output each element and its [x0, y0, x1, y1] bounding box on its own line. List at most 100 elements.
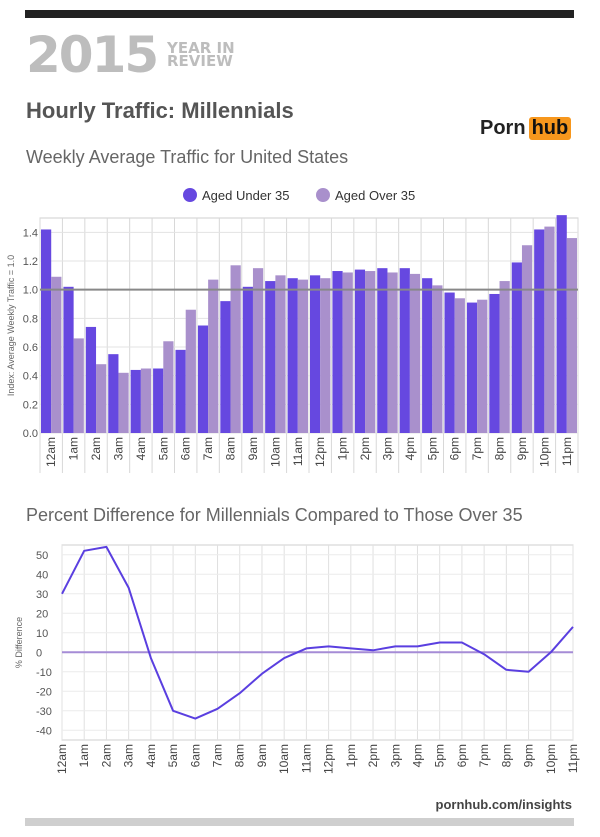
- x-tick-label: 5pm: [433, 744, 447, 767]
- bar-over-35: [320, 278, 331, 433]
- bar-over-35: [432, 285, 443, 433]
- bar-under-35: [130, 369, 141, 433]
- x-tick-label: 8am: [224, 437, 238, 460]
- bar-under-35: [220, 301, 231, 433]
- x-tick-label: 1am: [77, 744, 91, 767]
- bar-under-35: [153, 368, 164, 433]
- legend-label: Aged Over 35: [335, 188, 415, 203]
- bar-under-35: [63, 286, 74, 433]
- x-tick-label: 4pm: [403, 437, 417, 460]
- bar-under-35: [85, 326, 97, 433]
- series-line-percent-difference: [61, 545, 574, 720]
- bar-over-35: [140, 368, 152, 433]
- x-tick-label: 7pm: [477, 744, 491, 767]
- bar-over-35: [118, 372, 129, 433]
- bar-under-35: [197, 325, 209, 433]
- x-tick-label: 9pm: [522, 744, 536, 767]
- x-tick-label: 1am: [67, 437, 81, 460]
- bar-under-35: [399, 268, 410, 433]
- y-tick-label: -40: [36, 725, 52, 737]
- bar-over-35: [499, 281, 510, 433]
- x-tick-label: 2am: [89, 437, 103, 460]
- bar-chart: Aged Under 35 Aged Over 35 0.0 0.2 0.4 0.6 0.8…: [6, 188, 579, 473]
- x-tick-label: 12am: [55, 744, 69, 774]
- y-tick-label: 0.2: [23, 399, 38, 411]
- y-tick-label: 0.4: [23, 371, 38, 383]
- year-label-line2: REVIEW: [167, 52, 233, 70]
- x-tick-label: 11am: [299, 744, 313, 773]
- bar-under-35: [466, 302, 478, 433]
- logo-text: Porn: [480, 117, 526, 139]
- bar-under-35: [310, 275, 321, 433]
- y-tick-label: 0.8: [23, 313, 38, 325]
- x-tick-label: 8pm: [499, 744, 513, 767]
- x-tick-label: 8am: [233, 744, 247, 767]
- bar-under-35: [287, 278, 298, 433]
- x-tick-label: 6pm: [455, 744, 469, 767]
- y-tick-label: 1.2: [23, 256, 38, 268]
- bar-under-35: [332, 271, 343, 433]
- bar-over-35: [566, 238, 577, 433]
- x-tick-label: 2pm: [366, 744, 380, 767]
- bar-over-35: [51, 276, 62, 433]
- x-tick-label: 2am: [99, 744, 113, 767]
- x-tick-label: 4am: [134, 437, 148, 460]
- bar-under-35: [242, 286, 253, 433]
- legend: Aged Under 35 Aged Over 35: [183, 188, 415, 203]
- brand-logo: Porn hub: [480, 117, 572, 140]
- x-tick-label: 2pm: [358, 437, 372, 460]
- bar-under-35: [489, 293, 500, 433]
- x-tick-label: 12am: [44, 437, 58, 467]
- year-in-review-label: YEAR IN REVIEW: [167, 39, 235, 70]
- bar-over-35: [477, 299, 488, 433]
- x-tick-label: 7am: [201, 437, 215, 460]
- source-url: pornhub.com/insights: [435, 797, 573, 812]
- bar-under-35: [422, 278, 433, 433]
- x-tick-label: 11pm: [566, 744, 580, 773]
- x-tick-label: 7pm: [470, 437, 484, 460]
- y-tick-label: 10: [36, 628, 48, 640]
- bar-under-35: [556, 215, 567, 433]
- y-tick-label: 0: [36, 647, 42, 659]
- bar-over-35: [208, 279, 219, 433]
- year-label-line1: YEAR IN: [167, 39, 235, 57]
- x-tick-label: 6am: [188, 744, 202, 767]
- year-heading: 2015: [26, 26, 159, 84]
- bar-over-35: [521, 245, 533, 433]
- line-chart-title: Percent Difference for Millennials Compa…: [26, 505, 523, 525]
- x-tick-label: 9pm: [515, 437, 529, 460]
- y-tick-label: 50: [36, 550, 48, 562]
- bar-over-35: [96, 364, 107, 433]
- x-tick-label: 9am: [255, 744, 269, 767]
- bar-under-35: [354, 269, 366, 433]
- x-tick-label: 10am: [277, 744, 291, 774]
- y-tick-label: 1.4: [23, 227, 38, 239]
- x-tick-label: 10pm: [544, 744, 558, 774]
- logo-badge: hub: [528, 117, 572, 140]
- y-tick-label: -10: [36, 667, 52, 679]
- x-tick-label: 5pm: [425, 437, 439, 460]
- bar-under-35: [108, 354, 119, 433]
- bottom-rule: [25, 818, 574, 826]
- y-tick-label: 1.0: [23, 285, 38, 297]
- x-tick-label: 9am: [246, 437, 260, 460]
- y-tick-label: 20: [36, 608, 48, 620]
- bar-under-35: [41, 229, 52, 433]
- x-tick-label: 3am: [122, 744, 136, 767]
- bar-under-35: [175, 349, 186, 433]
- bar-over-35: [342, 272, 353, 433]
- y-tick-label: 40: [36, 569, 48, 581]
- x-tick-label: 3am: [111, 437, 125, 460]
- bar-chart-title: Weekly Average Traffic for United States: [26, 147, 349, 167]
- top-rule: [25, 10, 574, 18]
- bar-under-35: [511, 262, 522, 433]
- y-tick-label: 0.0: [23, 428, 38, 440]
- bar-under-35: [377, 268, 388, 433]
- x-tick-label: 12pm: [313, 437, 327, 467]
- y-tick-label: 0.6: [23, 342, 38, 354]
- page-title: Hourly Traffic: Millennials: [26, 98, 294, 123]
- bar-over-35: [297, 279, 308, 433]
- x-tick-label: 6pm: [448, 437, 462, 460]
- x-tick-label: 11am: [291, 437, 305, 466]
- x-tick-label: 11pm: [560, 437, 574, 466]
